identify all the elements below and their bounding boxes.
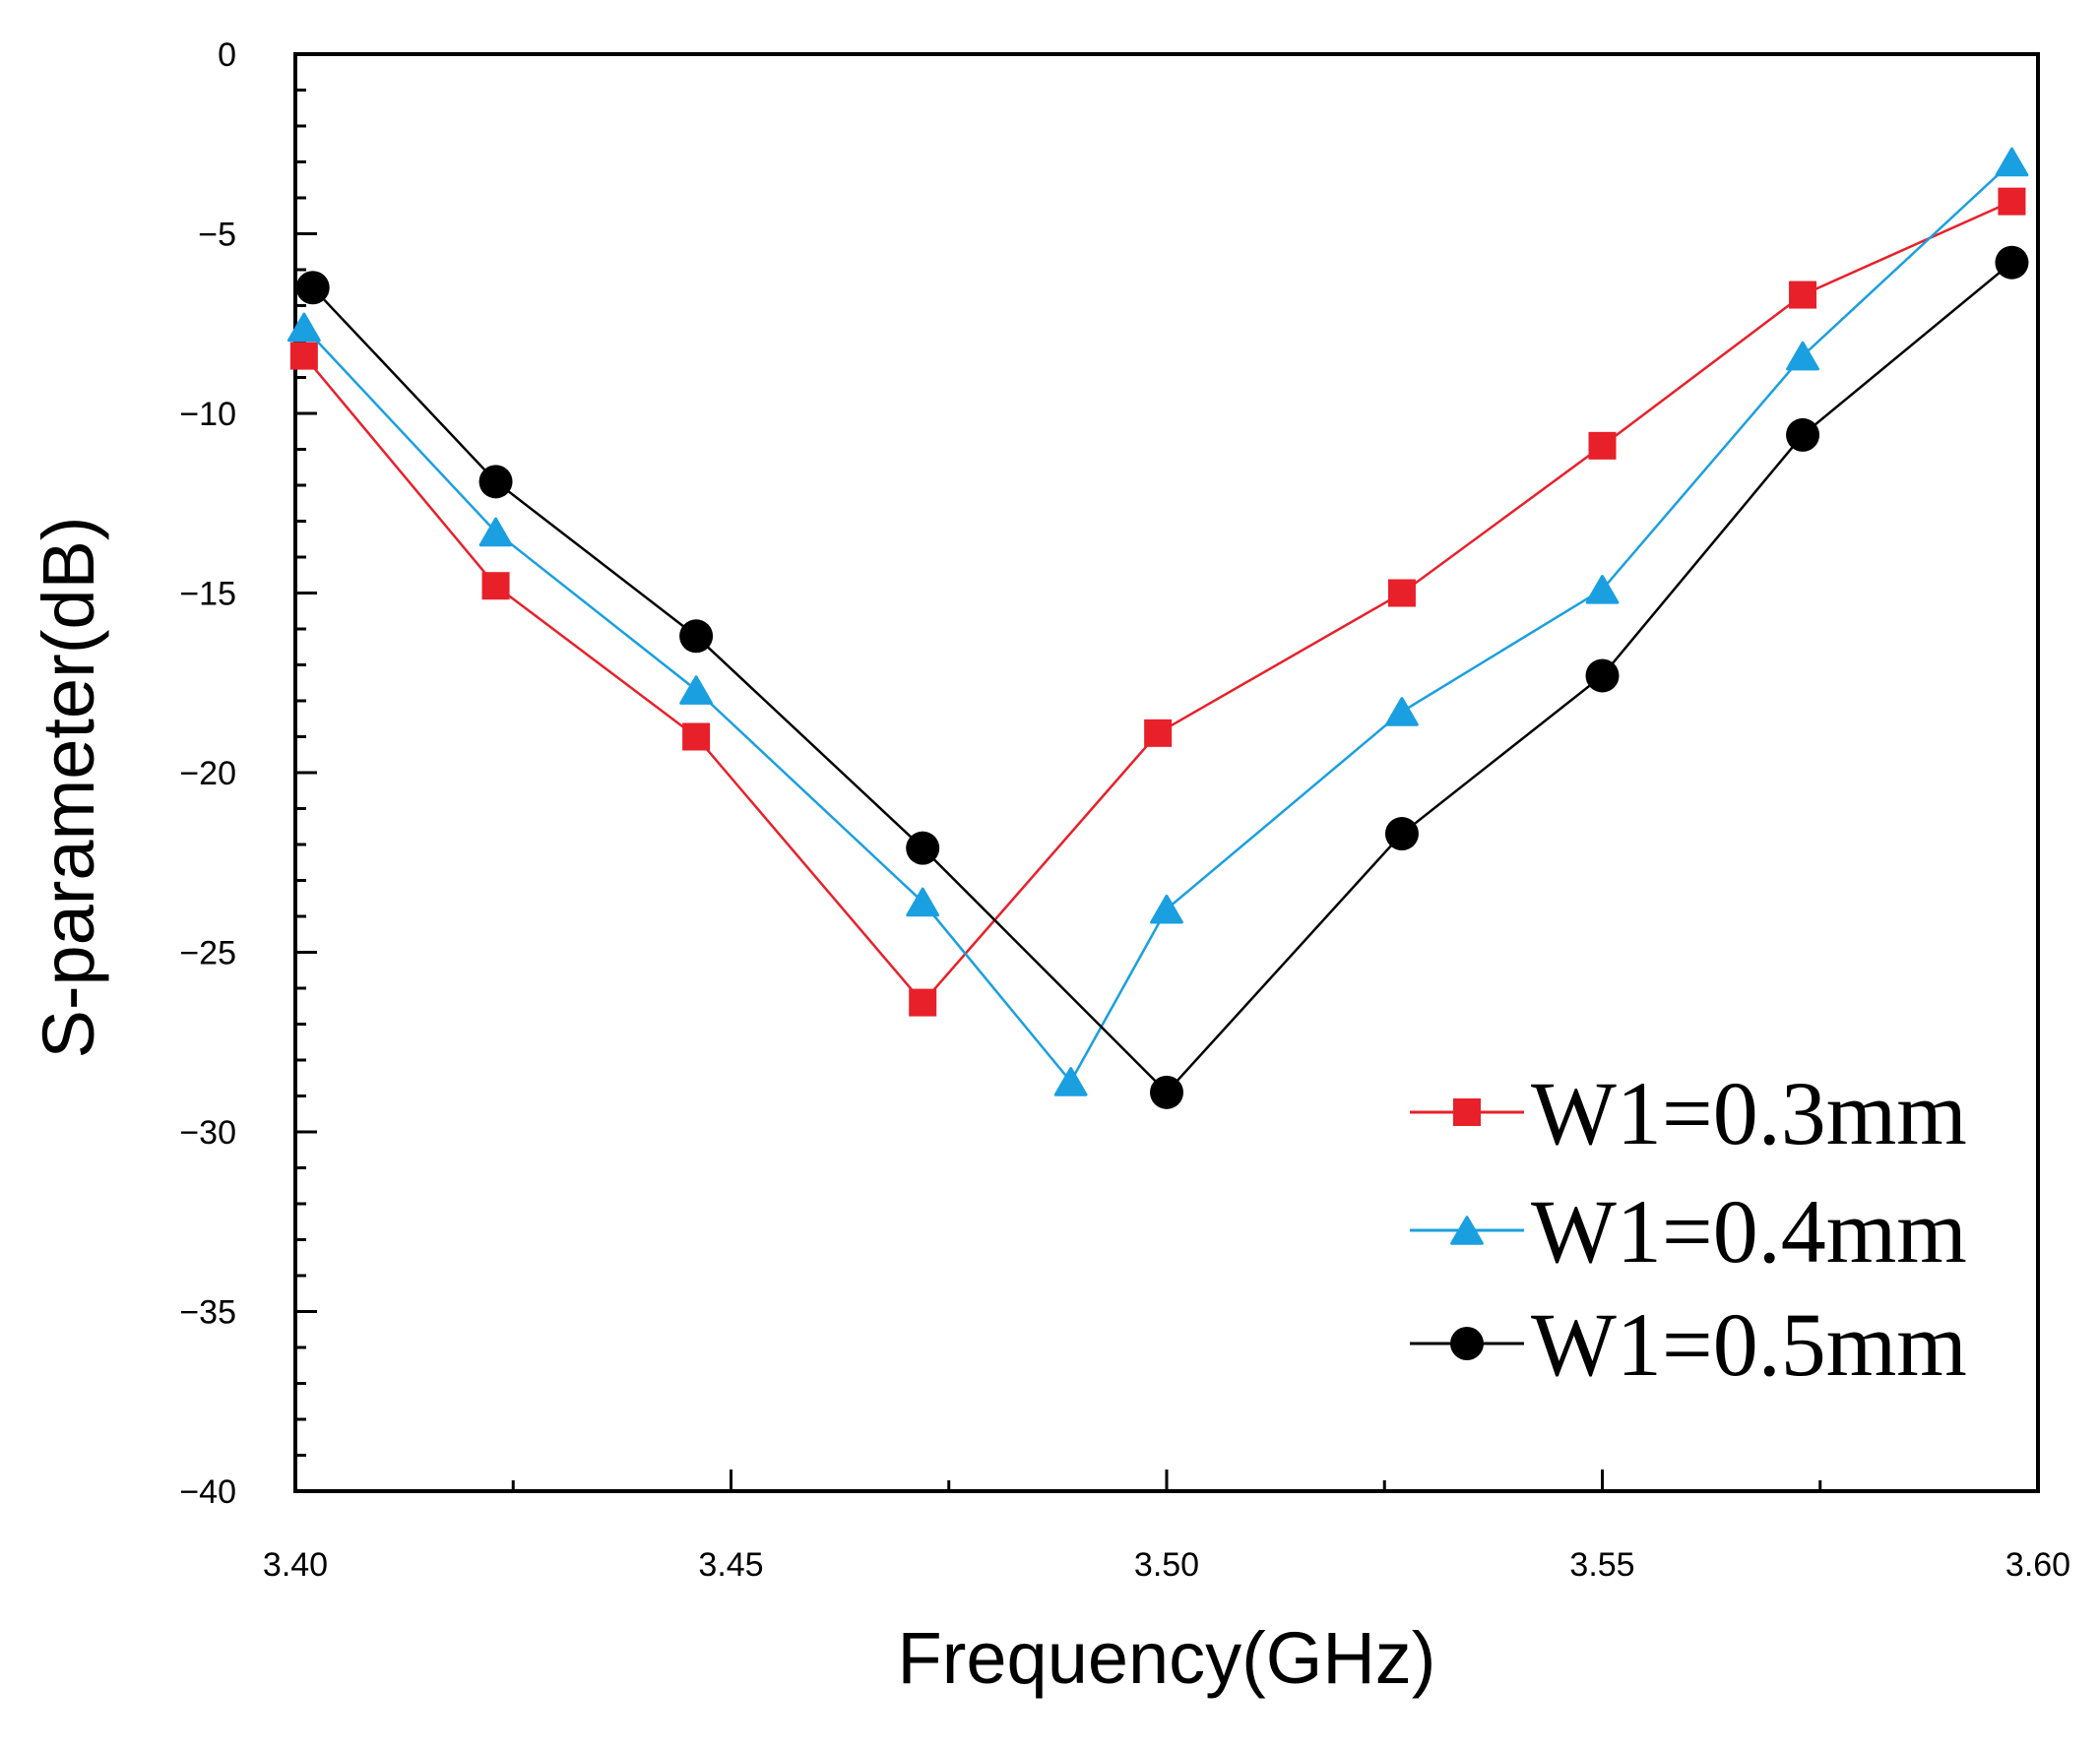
data-point <box>481 572 510 600</box>
series-layer <box>286 147 2029 1109</box>
legend-label: W1=0.3mm <box>1531 1063 1967 1163</box>
data-point <box>1995 245 2029 280</box>
data-point <box>909 988 937 1017</box>
data-point <box>1789 281 1817 309</box>
series-1 <box>289 187 2026 1017</box>
y-tick-label: −10 <box>179 396 236 433</box>
data-point <box>478 465 513 499</box>
x-axis-title: Frequency(GHz) <box>898 1617 1436 1699</box>
data-point <box>1385 697 1419 726</box>
y-tick-label: −15 <box>179 576 236 613</box>
data-point <box>1998 187 2026 216</box>
y-axis: 0 −5 −10 −15 −20 −25 −30 −35 −40 <box>179 36 317 1511</box>
data-point <box>289 342 318 370</box>
x-axis: 3.40 3.45 3.50 3.55 3.60 <box>263 1470 2070 1584</box>
y-tick-label: −35 <box>179 1294 236 1332</box>
y-tick-label: −25 <box>179 935 236 972</box>
data-point <box>1995 147 2029 177</box>
data-point <box>682 722 711 751</box>
x-tick-label: 3.45 <box>698 1546 763 1584</box>
data-point <box>679 619 714 654</box>
y-axis-title: S-parameter(dB) <box>28 516 109 1058</box>
data-point <box>1150 1075 1183 1109</box>
legend-label: W1=0.4mm <box>1531 1181 1967 1282</box>
legend: W1=0.3mm W1=0.4mm W1=0.5mm <box>1410 1063 1967 1395</box>
y-tick-label: −20 <box>179 755 236 792</box>
data-point <box>1786 417 1820 452</box>
data-point <box>1150 894 1183 924</box>
series-line <box>302 200 2012 1005</box>
x-tick-label: 3.55 <box>1569 1546 1634 1584</box>
data-point <box>1588 431 1617 460</box>
series-3 <box>295 245 2029 1109</box>
data-point <box>1585 658 1620 693</box>
data-point <box>679 675 713 705</box>
data-point <box>1387 579 1416 607</box>
data-point <box>1053 1067 1088 1096</box>
series-line <box>302 160 2013 1085</box>
data-point <box>286 312 321 343</box>
data-point <box>1585 575 1620 604</box>
data-point <box>1144 719 1173 747</box>
y-tick-label: 0 <box>218 36 236 74</box>
legend-marker <box>1450 1216 1484 1245</box>
y-tick-label: −40 <box>179 1473 236 1511</box>
series-line <box>311 261 2013 1094</box>
x-tick-label: 3.50 <box>1134 1546 1199 1584</box>
data-point <box>1786 341 1819 371</box>
data-point <box>1384 817 1419 851</box>
data-point <box>295 271 330 305</box>
x-tick-label: 3.60 <box>2005 1546 2070 1584</box>
data-point <box>478 517 513 547</box>
data-point <box>906 887 940 917</box>
data-point <box>906 831 940 865</box>
series-2 <box>286 147 2029 1096</box>
y-tick-label: −30 <box>179 1114 236 1152</box>
legend-label: W1=0.5mm <box>1531 1294 1967 1395</box>
legend-marker <box>1453 1098 1481 1126</box>
x-tick-label: 3.40 <box>263 1546 328 1584</box>
y-tick-label: −5 <box>198 217 236 254</box>
legend-marker <box>1450 1327 1484 1360</box>
